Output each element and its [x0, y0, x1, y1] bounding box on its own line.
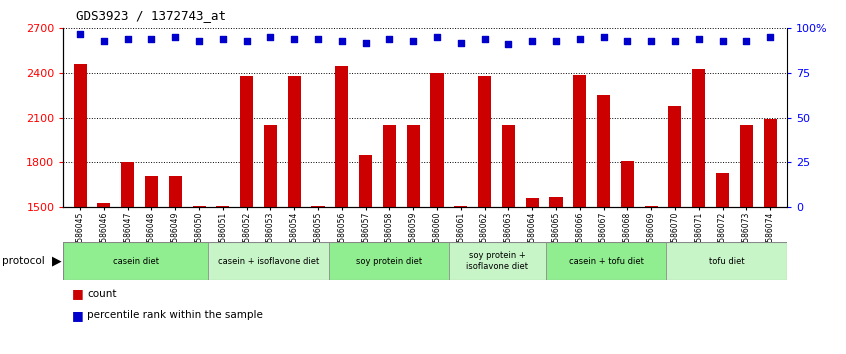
- Text: soy protein diet: soy protein diet: [356, 257, 422, 266]
- Bar: [121, 162, 135, 207]
- Point: [573, 36, 586, 42]
- Point: [525, 38, 539, 44]
- Point: [621, 38, 634, 44]
- Point: [716, 38, 729, 44]
- Text: tofu diet: tofu diet: [709, 257, 744, 266]
- Point: [74, 31, 87, 36]
- Bar: [168, 176, 182, 207]
- Bar: [764, 119, 777, 207]
- Bar: [546, 242, 667, 280]
- Point: [406, 38, 420, 44]
- Point: [240, 38, 254, 44]
- Point: [168, 34, 182, 40]
- Point: [288, 36, 301, 42]
- Bar: [328, 242, 449, 280]
- Point: [502, 41, 515, 47]
- Bar: [217, 206, 229, 207]
- Text: soy protein +
isoflavone diet: soy protein + isoflavone diet: [466, 251, 529, 271]
- Point: [668, 38, 682, 44]
- Bar: [63, 242, 208, 280]
- Point: [454, 40, 468, 45]
- Point: [192, 38, 206, 44]
- Point: [478, 36, 492, 42]
- Point: [431, 34, 444, 40]
- Bar: [574, 74, 586, 207]
- Text: ▶: ▶: [52, 255, 62, 268]
- Bar: [449, 242, 546, 280]
- Bar: [621, 161, 634, 207]
- Bar: [208, 242, 328, 280]
- Point: [216, 36, 229, 42]
- Bar: [478, 76, 492, 207]
- Bar: [502, 125, 515, 207]
- Bar: [692, 69, 706, 207]
- Bar: [74, 64, 86, 207]
- Point: [692, 36, 706, 42]
- Bar: [193, 206, 206, 207]
- Point: [763, 34, 777, 40]
- Text: count: count: [87, 289, 117, 299]
- Point: [145, 36, 158, 42]
- Point: [264, 34, 277, 40]
- Bar: [264, 125, 277, 207]
- Point: [97, 38, 111, 44]
- Bar: [739, 125, 753, 207]
- Point: [359, 40, 372, 45]
- Bar: [359, 155, 372, 207]
- Bar: [668, 106, 682, 207]
- Bar: [666, 242, 787, 280]
- Point: [549, 38, 563, 44]
- Bar: [549, 197, 563, 207]
- Bar: [525, 198, 539, 207]
- Text: casein diet: casein diet: [113, 257, 159, 266]
- Bar: [716, 173, 729, 207]
- Bar: [645, 206, 657, 207]
- Point: [645, 38, 658, 44]
- Point: [596, 34, 610, 40]
- Text: casein + isoflavone diet: casein + isoflavone diet: [217, 257, 319, 266]
- Point: [382, 36, 396, 42]
- Bar: [145, 176, 158, 207]
- Bar: [407, 125, 420, 207]
- Bar: [454, 206, 467, 207]
- Point: [311, 36, 325, 42]
- Text: casein + tofu diet: casein + tofu diet: [569, 257, 644, 266]
- Text: ■: ■: [72, 287, 84, 300]
- Bar: [383, 125, 396, 207]
- Point: [121, 36, 135, 42]
- Bar: [335, 65, 349, 207]
- Bar: [431, 73, 443, 207]
- Bar: [288, 76, 301, 207]
- Text: ■: ■: [72, 309, 84, 321]
- Bar: [97, 202, 111, 207]
- Point: [739, 38, 753, 44]
- Bar: [597, 95, 610, 207]
- Bar: [240, 76, 253, 207]
- Text: GDS3923 / 1372743_at: GDS3923 / 1372743_at: [76, 9, 226, 22]
- Text: protocol: protocol: [2, 256, 45, 266]
- Text: percentile rank within the sample: percentile rank within the sample: [87, 310, 263, 320]
- Point: [335, 38, 349, 44]
- Bar: [311, 206, 325, 207]
